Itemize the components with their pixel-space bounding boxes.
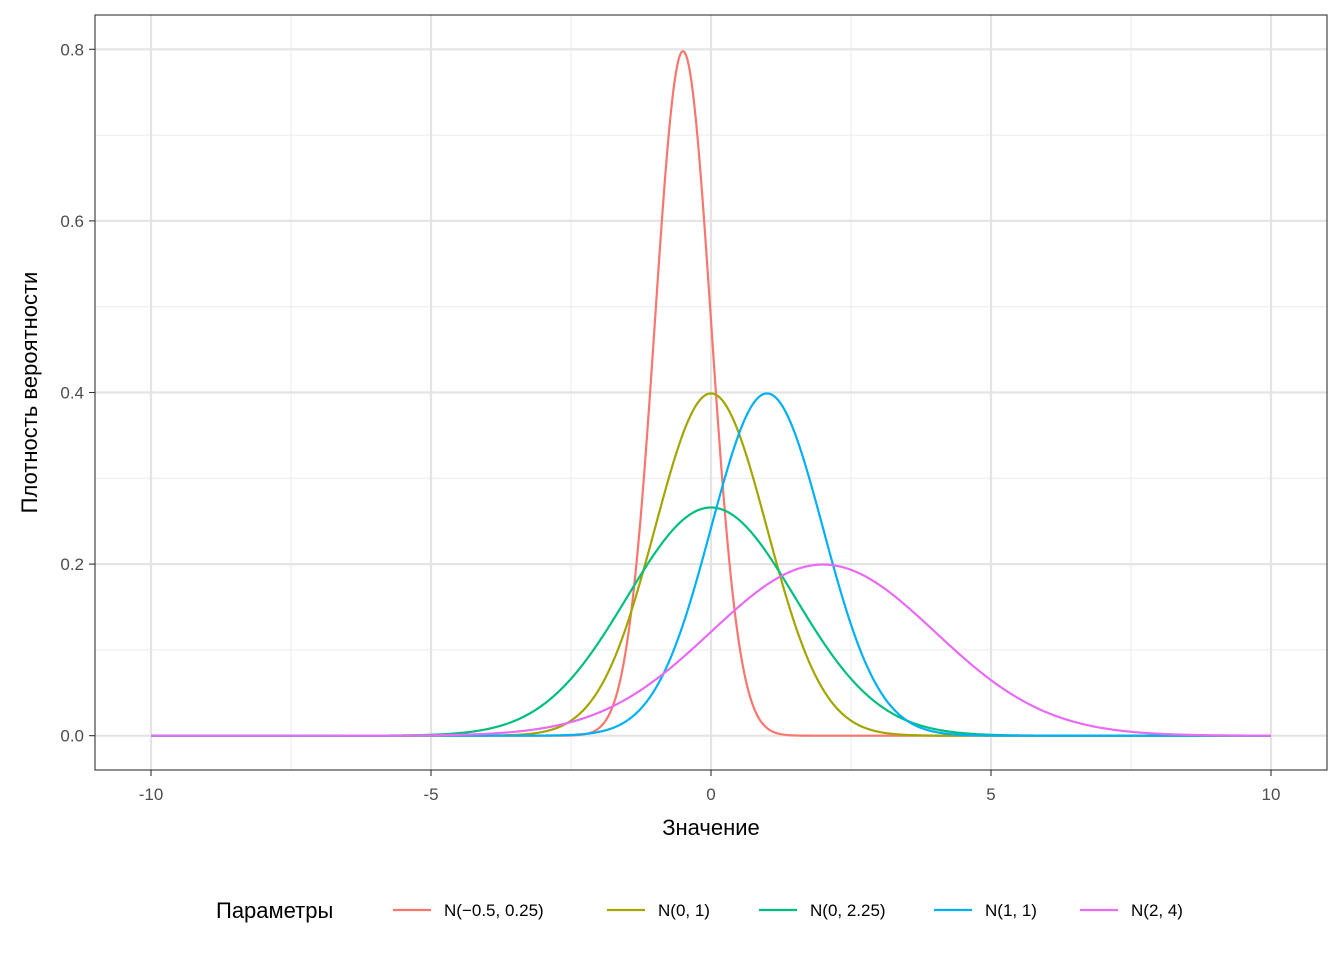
y-tick-label: 0.6	[60, 212, 84, 231]
y-tick-label: 0.2	[60, 555, 84, 574]
legend-label: N(2, 4)	[1131, 901, 1183, 920]
x-tick-label: 5	[986, 785, 995, 804]
y-tick-label: 0.4	[60, 384, 84, 403]
legend: Параметры N(−0.5, 0.25) N(0, 1) N(0, 2.25)…	[216, 898, 1183, 923]
y-axis-title: Плотность вероятности	[17, 272, 42, 514]
x-tick-label: -5	[423, 785, 438, 804]
y-axis-ticks: 0.0 0.2 0.4 0.6 0.8	[60, 40, 95, 746]
series-line	[151, 563, 1271, 737]
x-axis-title: Значение	[662, 815, 760, 840]
x-tick-label: -10	[139, 785, 164, 804]
legend-label: N(0, 1)	[658, 901, 710, 920]
legend-title: Параметры	[216, 898, 333, 923]
y-tick-label: 0.8	[60, 40, 84, 59]
legend-label: N(−0.5, 0.25)	[444, 901, 544, 920]
x-tick-label: 0	[706, 785, 715, 804]
series-layer	[151, 50, 1271, 737]
legend-label: N(1, 1)	[985, 901, 1037, 920]
x-tick-label: 10	[1262, 785, 1281, 804]
y-tick-label: 0.0	[60, 727, 84, 746]
legend-label: N(0, 2.25)	[810, 901, 886, 920]
x-axis-ticks: -10 -5 0 5 10	[139, 770, 1281, 804]
